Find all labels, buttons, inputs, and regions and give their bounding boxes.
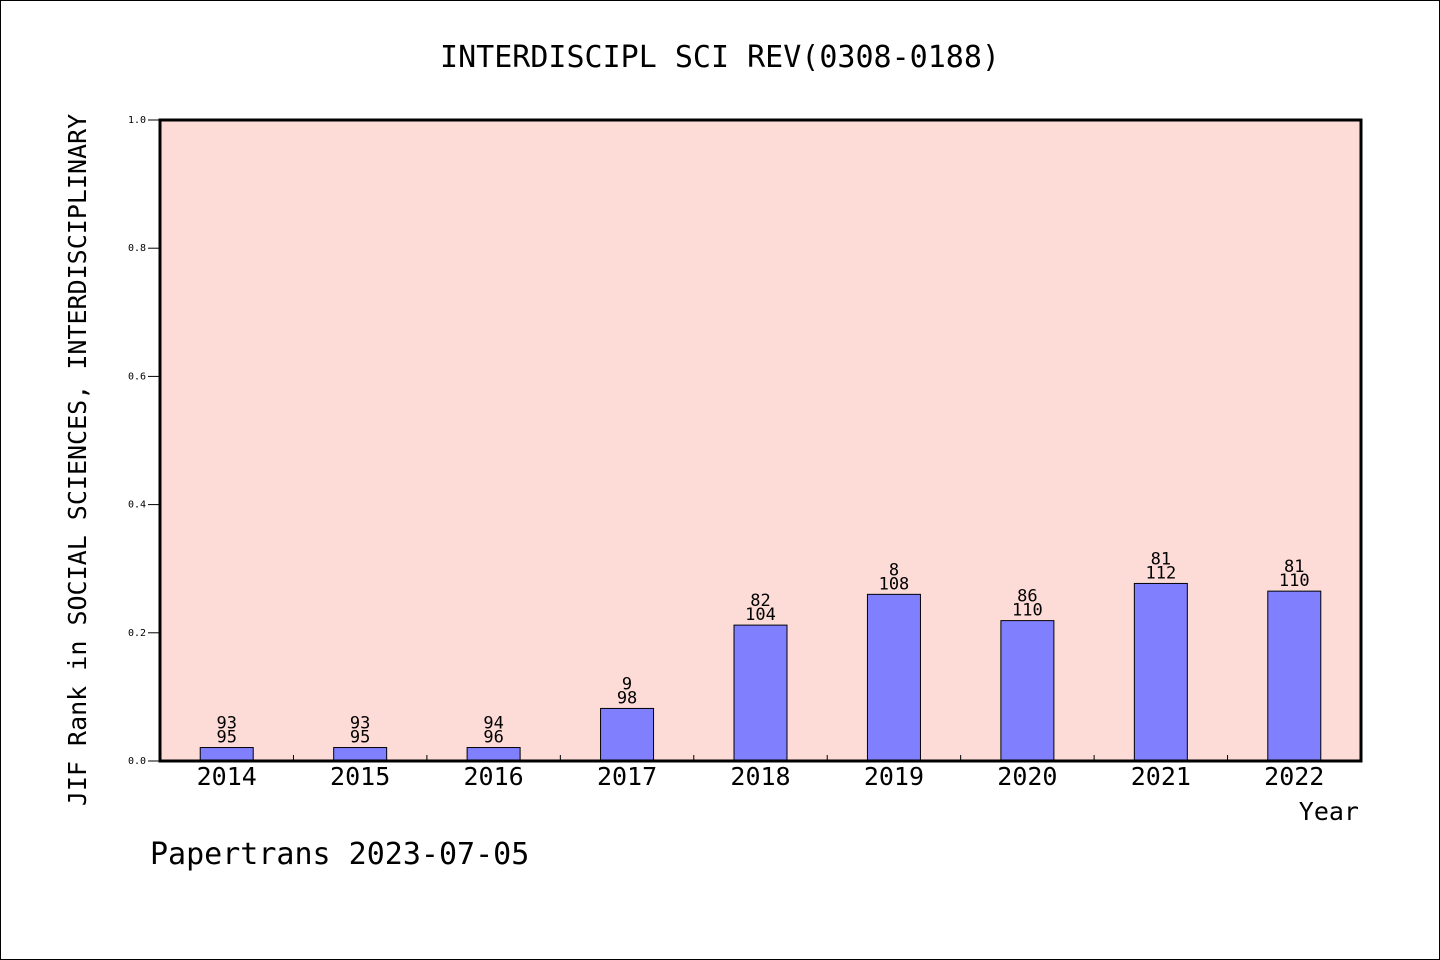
rank-label: 86 xyxy=(1017,587,1037,607)
y-ticks: 0.0 0.2 0.4 0.6 0.8 1.0 xyxy=(128,115,160,767)
rank-label: 81 xyxy=(1284,557,1304,577)
bar-2014 xyxy=(199,747,254,762)
y-tick-label: 0.0 xyxy=(128,756,146,767)
rank-label: 81 xyxy=(1151,549,1171,569)
x-tick-label: 2016 xyxy=(464,762,524,791)
x-tick-label: 2021 xyxy=(1131,762,1191,791)
x-tick-label: 2017 xyxy=(597,762,657,791)
x-tick-label: 2014 xyxy=(197,762,257,791)
y-tick-label: 1.0 xyxy=(128,115,146,126)
total-label: 108 xyxy=(879,574,910,594)
bar-2021 xyxy=(1133,582,1188,762)
y-axis-label: JIF Rank in SOCIAL SCIENCES, INTERDISCIP… xyxy=(63,114,92,806)
bars xyxy=(199,582,1322,762)
x-tick-label: 2019 xyxy=(864,762,924,791)
rank-label: 93 xyxy=(350,714,370,734)
bar-2020 xyxy=(1000,620,1055,762)
bar-2015 xyxy=(333,747,388,762)
total-label: 110 xyxy=(1279,571,1310,591)
x-tick-label: 2015 xyxy=(330,762,390,791)
total-label: 104 xyxy=(745,605,776,625)
chart-title: INTERDISCIPL SCI REV(0308-0188) xyxy=(440,40,1000,75)
bar-2018 xyxy=(733,624,788,762)
rank-label: 82 xyxy=(750,591,770,611)
total-label: 112 xyxy=(1145,563,1176,583)
x-ticks: 2014 2015 2016 2017 2018 2019 2020 2021 2022 xyxy=(197,755,1324,791)
bar-2016 xyxy=(466,747,521,762)
total-label: 96 xyxy=(483,728,503,748)
bar-2017 xyxy=(600,707,655,762)
total-label: 98 xyxy=(617,688,637,708)
x-tick-label: 2022 xyxy=(1264,762,1324,791)
plot-border xyxy=(158,118,1363,763)
x-tick-label: 2020 xyxy=(997,762,1057,791)
rank-label: 94 xyxy=(483,714,503,734)
rank-label: 9 xyxy=(622,674,632,694)
y-tick-label: 0.2 xyxy=(128,628,146,639)
x-axis-label: Year xyxy=(1299,797,1359,826)
y-tick-label: 0.6 xyxy=(128,371,146,382)
total-label: 95 xyxy=(216,728,236,748)
rank-label: 93 xyxy=(216,714,236,734)
x-tick-label: 2018 xyxy=(730,762,790,791)
total-label: 95 xyxy=(350,728,370,748)
total-label: 110 xyxy=(1012,601,1043,621)
bar-2022 xyxy=(1267,590,1322,762)
y-tick-label: 0.8 xyxy=(128,243,146,254)
rank-label: 8 xyxy=(889,560,899,580)
bar-2019 xyxy=(866,593,921,762)
footer-credit: Papertrans 2023-07-05 xyxy=(150,837,529,872)
y-tick-label: 0.4 xyxy=(128,500,146,511)
